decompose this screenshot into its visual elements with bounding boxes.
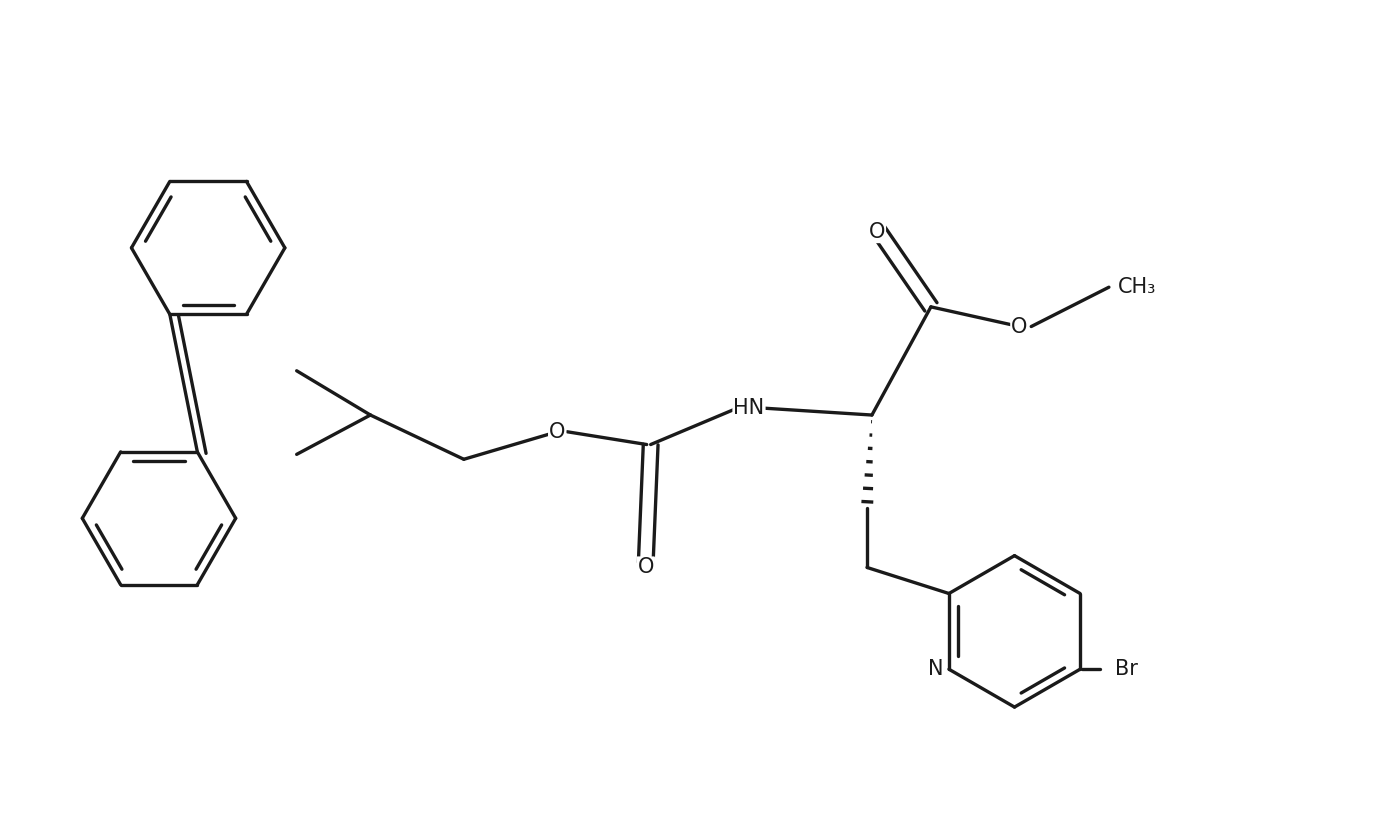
Text: N: N: [929, 659, 944, 679]
Text: O: O: [549, 422, 566, 442]
Text: O: O: [1012, 317, 1028, 337]
Text: HN: HN: [733, 398, 765, 418]
Text: O: O: [638, 557, 654, 577]
Text: Br: Br: [1115, 659, 1137, 679]
Text: O: O: [868, 222, 885, 242]
Text: CH₃: CH₃: [1118, 277, 1156, 297]
